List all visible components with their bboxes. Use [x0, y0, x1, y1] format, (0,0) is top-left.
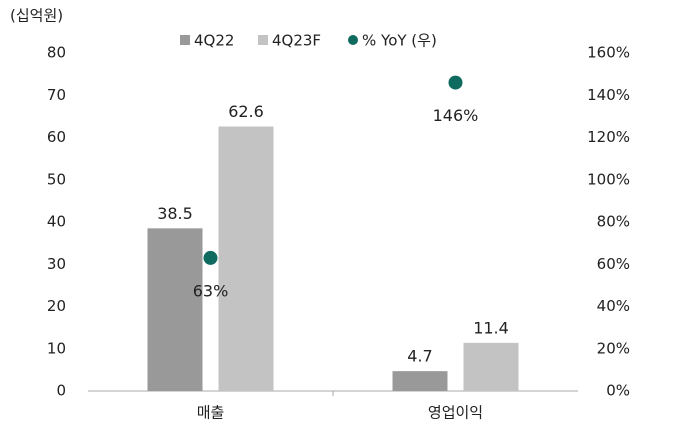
y-tick-label: 40: [47, 213, 66, 231]
legend-label: 4Q22: [194, 32, 234, 50]
y-axis-label: (십억원): [10, 7, 63, 25]
y2-tick-label: 60%: [597, 255, 630, 273]
y2-tick-label: 160%: [587, 44, 630, 62]
bar-value-label: 11.4: [473, 318, 509, 337]
y2-tick-label: 0%: [606, 382, 630, 400]
scatter-point: [448, 75, 463, 90]
y-tick-label: 10: [47, 339, 66, 357]
bar: [392, 371, 448, 391]
y-tick-label: 80: [47, 44, 66, 62]
y-tick-label: 70: [47, 86, 66, 104]
x-tick-label: 영업이익: [428, 404, 483, 422]
y-tick-label: 20: [47, 297, 66, 315]
bar: [147, 228, 203, 391]
y-tick-label: 50: [47, 170, 66, 188]
legend-marker: [180, 35, 190, 45]
y2-tick-label: 80%: [597, 213, 630, 231]
legend-label: % YoY (우): [362, 32, 437, 50]
y2-tick-label: 140%: [587, 86, 630, 104]
y2-tick-label: 40%: [597, 297, 630, 315]
point-value-label: 146%: [433, 106, 479, 125]
x-tick-label: 매출: [197, 404, 225, 422]
scatter-point: [203, 250, 218, 265]
bar-value-label: 62.6: [228, 102, 264, 121]
legend-marker: [258, 35, 268, 45]
bar: [463, 342, 519, 391]
bar: [218, 126, 274, 391]
bar-value-label: 38.5: [157, 204, 193, 223]
legend-marker: [348, 35, 358, 45]
y2-tick-label: 100%: [587, 170, 630, 188]
y2-tick-label: 120%: [587, 128, 630, 146]
bar-value-label: 4.7: [407, 347, 432, 366]
legend-label: 4Q23F: [272, 32, 321, 50]
y-tick-label: 0: [56, 382, 66, 400]
y-tick-label: 30: [47, 255, 66, 273]
y2-tick-label: 20%: [597, 339, 630, 357]
point-value-label: 63%: [193, 281, 229, 300]
y-tick-label: 60: [47, 128, 66, 146]
